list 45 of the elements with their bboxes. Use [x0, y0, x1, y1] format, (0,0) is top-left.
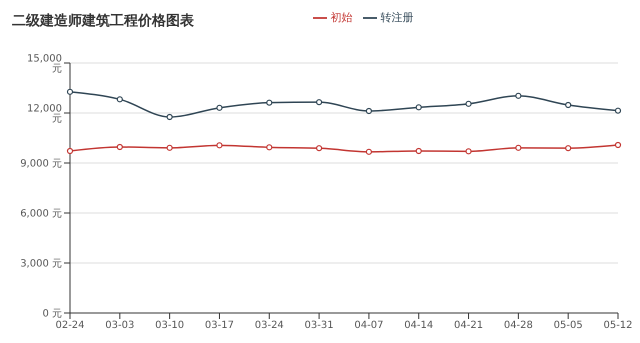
x-tick-label: 04-07 — [354, 320, 384, 332]
point — [66, 88, 74, 95]
point — [216, 142, 223, 148]
point — [465, 100, 472, 107]
point — [366, 108, 372, 114]
point — [416, 104, 422, 110]
point — [316, 99, 322, 106]
point — [565, 145, 572, 152]
point — [266, 144, 272, 150]
legend-label: 转注册 — [380, 11, 414, 24]
chart-title: 二级建造师建筑工程价格图表 — [12, 12, 194, 30]
point — [366, 148, 372, 155]
point — [116, 144, 123, 150]
point — [614, 142, 622, 148]
point — [316, 145, 322, 152]
point — [465, 148, 472, 154]
point — [614, 108, 622, 114]
x-tick-label: 03-24 — [254, 320, 284, 332]
point — [565, 102, 572, 108]
x-tick-label: 05-05 — [554, 320, 583, 332]
point — [216, 104, 223, 111]
legend-label: 初始 — [330, 11, 352, 24]
x-tick-label: 03-03 — [105, 320, 134, 332]
y-tick-label: 15,000 元 — [27, 54, 62, 75]
x-tick-label: 04-28 — [504, 320, 533, 332]
y-tick-label: 6,000 元 — [20, 208, 62, 220]
x-tick-label: 02-24 — [55, 320, 85, 332]
x-tick-label: 05-12 — [603, 320, 633, 332]
point — [266, 100, 272, 106]
point — [515, 92, 522, 99]
x-tick-label: 03-31 — [304, 320, 334, 332]
point — [116, 96, 123, 102]
x-tick-label: 04-14 — [404, 320, 434, 332]
point — [416, 148, 422, 154]
point — [166, 144, 173, 151]
point — [515, 144, 522, 151]
y-tick-label: 0 元 — [42, 308, 62, 320]
y-tick-label: 9,000 元 — [20, 158, 62, 170]
x-tick-label: 04-21 — [454, 320, 484, 332]
x-tick-label: 03-17 — [204, 320, 234, 332]
point — [66, 148, 74, 154]
point — [166, 114, 173, 120]
x-tick-label: 03-10 — [155, 320, 184, 332]
y-tick-label: 12,000 元 — [27, 104, 62, 125]
y-tick-label: 3,000 元 — [20, 258, 62, 270]
